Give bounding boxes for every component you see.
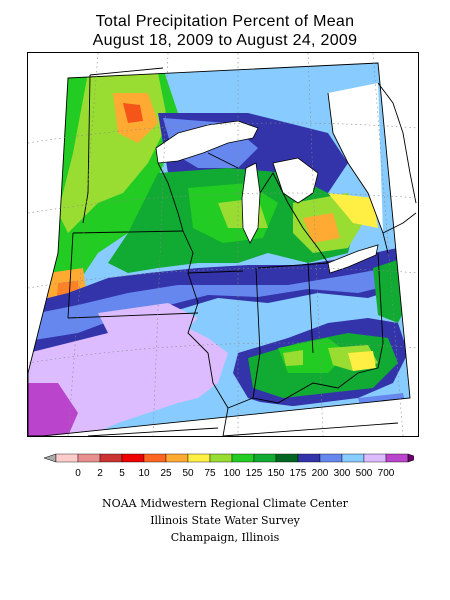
mn-wi-border — [157, 162, 184, 232]
mississippi-border — [182, 230, 229, 436]
legend-label: 0 — [75, 468, 81, 479]
ia-mo-border — [67, 312, 199, 319]
legend-label: 300 — [334, 468, 351, 479]
legend-label: 700 — [378, 468, 395, 479]
mi-south-border — [257, 262, 329, 269]
fill-oh-yellow — [348, 351, 376, 371]
fill-mi-yellow — [328, 193, 378, 228]
legend: 0 2 5 10 25 50 75 100 125 150 175 200 300 500 700 — [44, 452, 414, 482]
credit-survey: Illinois State Water Survey — [150, 514, 300, 527]
credit-location: Champaign, Illinois — [170, 531, 280, 544]
fill-south-lavender — [28, 323, 228, 436]
legend-label: 500 — [356, 468, 373, 479]
graticule — [28, 53, 418, 436]
legend-swatch — [385, 453, 409, 463]
legend-label: 2 — [97, 468, 103, 479]
lake-erie — [327, 244, 379, 274]
lat-line-4 — [28, 342, 418, 364]
legend-arrow-right — [407, 453, 414, 463]
map-date-range: August 18, 2009 to August 24, 2009 — [92, 32, 358, 49]
mn-west-border — [82, 74, 91, 224]
fill-ky-lavender — [268, 413, 328, 436]
legend-swatch — [187, 453, 211, 463]
fill-mid-blue — [28, 265, 408, 341]
legend-swatch — [77, 453, 101, 463]
wi-mi-border — [207, 152, 239, 169]
lake-superior — [155, 120, 259, 164]
legend-swatch — [297, 453, 321, 463]
ohio-river — [227, 367, 379, 409]
legend-swatch — [363, 453, 387, 463]
lake-huron — [272, 157, 319, 204]
legend-label: 5 — [119, 468, 125, 479]
legend-label: 125 — [246, 468, 263, 479]
region-outline — [28, 62, 411, 436]
legend-swatch — [231, 453, 255, 463]
canada-border-2 — [382, 212, 417, 234]
map-title: Total Precipitation Percent of Mean — [95, 13, 355, 30]
legend-swatch — [341, 453, 365, 463]
ny-outline — [377, 82, 417, 204]
great-lakes — [155, 120, 379, 274]
legend-swatch — [99, 453, 123, 463]
fill-ia-lavender — [98, 303, 198, 343]
legend-swatch — [121, 453, 145, 463]
legend-swatch — [319, 453, 343, 463]
lon-line-5 — [372, 53, 404, 436]
fill-wv-darkblue — [383, 403, 410, 436]
legend-label: 175 — [290, 468, 307, 479]
mi-lp-outline — [259, 172, 329, 264]
il-in-border — [252, 267, 261, 399]
credit-organization: NOAA Midwestern Regional Climate Center — [102, 497, 348, 510]
wi-il-border — [187, 270, 244, 274]
legend-label: 150 — [268, 468, 285, 479]
legend-label: 10 — [138, 468, 150, 479]
legend-swatch — [209, 453, 233, 463]
lon-line-2 — [152, 53, 169, 436]
lon-line-4 — [307, 53, 324, 436]
canada-us-border — [89, 67, 164, 76]
fill-sw-purple — [28, 383, 78, 436]
in-oh-border — [307, 262, 314, 354]
legend-swatch — [275, 453, 299, 463]
ia-west-border — [67, 232, 74, 319]
mn-ia-border — [72, 230, 184, 234]
lake-michigan — [241, 162, 261, 244]
legend-label: 75 — [204, 468, 216, 479]
legend-bar: 0 2 5 10 25 50 75 100 125 150 175 200 300 500 700 — [44, 453, 414, 479]
fill-in-yellowgreen — [283, 350, 303, 366]
fill-mi-orange — [303, 213, 340, 243]
legend-label: 100 — [224, 468, 241, 479]
fill-wv-blue — [358, 393, 410, 436]
legend-swatch — [55, 453, 79, 463]
canada-border — [327, 92, 389, 254]
legend-label: 200 — [312, 468, 329, 479]
state-boundaries — [28, 62, 417, 436]
precipitation-map — [27, 52, 419, 437]
fill-mn-red — [123, 103, 143, 123]
lon-line-1 — [67, 53, 99, 436]
lat-line-1 — [28, 122, 418, 144]
legend-swatch — [143, 453, 167, 463]
oh-east-border — [377, 252, 384, 369]
legend-label: 50 — [182, 468, 194, 479]
ky-south-border — [222, 422, 399, 436]
legend-swatch — [165, 453, 189, 463]
legend-label: 25 — [160, 468, 172, 479]
map-canvas — [28, 53, 418, 436]
legend-arrow-left — [44, 453, 57, 463]
lat-line-2 — [28, 192, 418, 214]
lat-line-3 — [28, 267, 418, 289]
legend-swatch — [253, 453, 277, 463]
